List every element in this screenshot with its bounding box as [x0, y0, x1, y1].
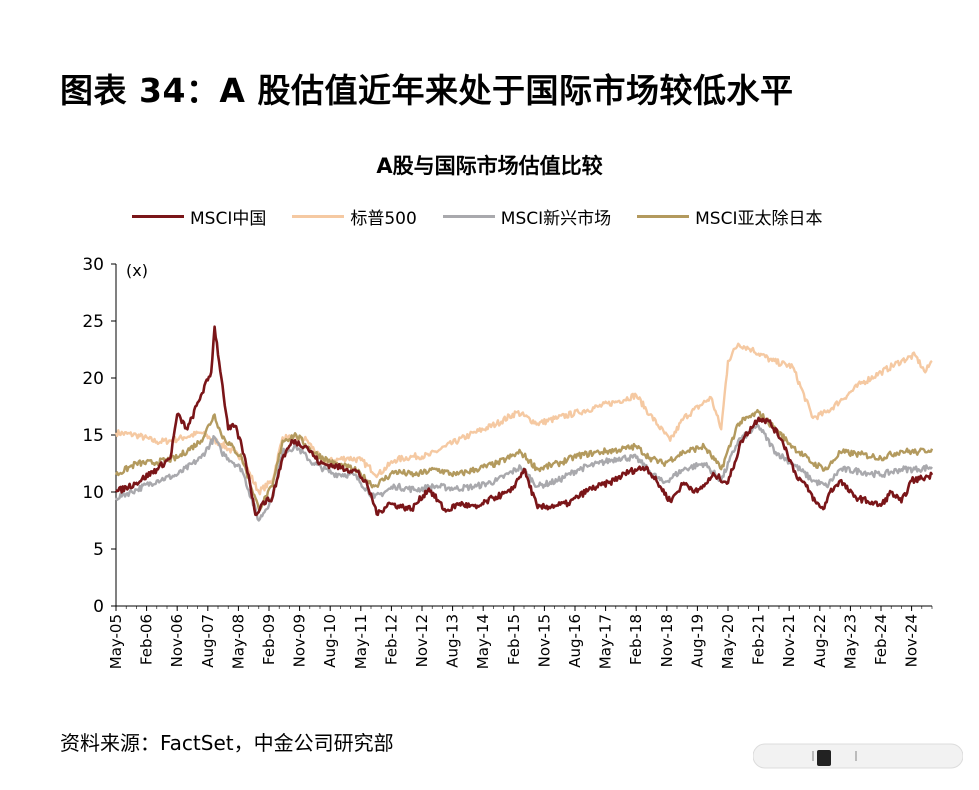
series-line-msci-apxj	[114, 409, 934, 512]
x-tick-label: Feb-21	[750, 614, 768, 665]
x-tick-label: May-20	[719, 614, 737, 669]
x-tick-label: May-11	[352, 614, 370, 669]
legend-swatch	[442, 215, 495, 218]
x-tick-label: Nov-06	[168, 614, 186, 667]
y-axis-unit-label: (x)	[126, 261, 148, 280]
x-tick-label: Aug-07	[199, 614, 217, 668]
legend-swatch	[292, 215, 345, 218]
x-tick-label: Nov-09	[291, 614, 309, 667]
x-tick-label: Feb-09	[260, 614, 278, 665]
image-toolbar[interactable]	[753, 740, 963, 772]
figure-title: 图表 34：A 股估值近年来处于国际市场较低水平	[60, 71, 794, 110]
chart-title: A股与国际市场估值比较	[376, 154, 603, 178]
x-tick-label: Feb-06	[138, 614, 156, 665]
legend-item-sp500: 标普500	[292, 204, 417, 229]
legend-label: MSCI中国	[190, 209, 267, 229]
x-tick-label: Feb-24	[872, 614, 890, 665]
legend-item-msci-china: MSCI中国	[132, 204, 266, 229]
legend-label: MSCI新兴市场	[500, 209, 612, 229]
legend-item-msci-em: MSCI新兴市场	[442, 204, 612, 229]
y-tick-label: 15	[82, 426, 104, 446]
x-tick-label: Nov-21	[780, 614, 798, 667]
x-tick-label: Nov-24	[903, 614, 921, 667]
y-tick-label: 10	[82, 483, 104, 503]
x-tick-label: Aug-13	[444, 614, 462, 668]
legend-swatch	[637, 215, 690, 218]
legend-item-msci-apxj: MSCI亚太除日本	[637, 204, 822, 229]
legend-label: 标普500	[350, 209, 417, 229]
x-tick-label: Nov-12	[413, 614, 431, 667]
x-tick-label: Aug-22	[811, 614, 829, 668]
x-tick-label: Aug-10	[321, 614, 339, 668]
series-line-msci-china	[114, 325, 934, 517]
x-tick-label: Aug-16	[566, 614, 584, 668]
x-tick-label: Nov-18	[658, 614, 676, 667]
legend-swatch	[132, 215, 184, 218]
legend-label: MSCI亚太除日本	[695, 209, 823, 229]
toolbar-handle-icon[interactable]	[817, 750, 831, 766]
y-tick-label: 30	[82, 255, 104, 275]
y-tick-label: 5	[93, 540, 104, 560]
x-tick-label: Aug-19	[688, 614, 706, 668]
x-tick-label: May-23	[841, 614, 859, 669]
x-tick-label: Feb-15	[505, 614, 523, 665]
y-tick-label: 0	[93, 597, 104, 617]
series-line-sp500	[114, 342, 933, 496]
y-tick-label: 25	[82, 312, 104, 332]
x-tick-label: Feb-18	[627, 614, 645, 665]
toolbar-separator-icon	[812, 751, 857, 761]
x-tick-label: May-05	[107, 614, 125, 669]
x-tick-label: May-14	[474, 614, 492, 669]
x-tick-label: May-17	[597, 614, 615, 669]
y-tick-label: 20	[82, 369, 104, 389]
x-tick-label: Nov-15	[535, 614, 553, 667]
x-tick-label: May-08	[229, 614, 247, 669]
x-tick-label: Feb-12	[382, 614, 400, 665]
chart-legend: MSCI中国 标普500 MSCI新兴市场 MSCI亚太除日本	[132, 204, 848, 229]
source-note: 资料来源：FactSet，中金公司研究部	[60, 731, 394, 755]
